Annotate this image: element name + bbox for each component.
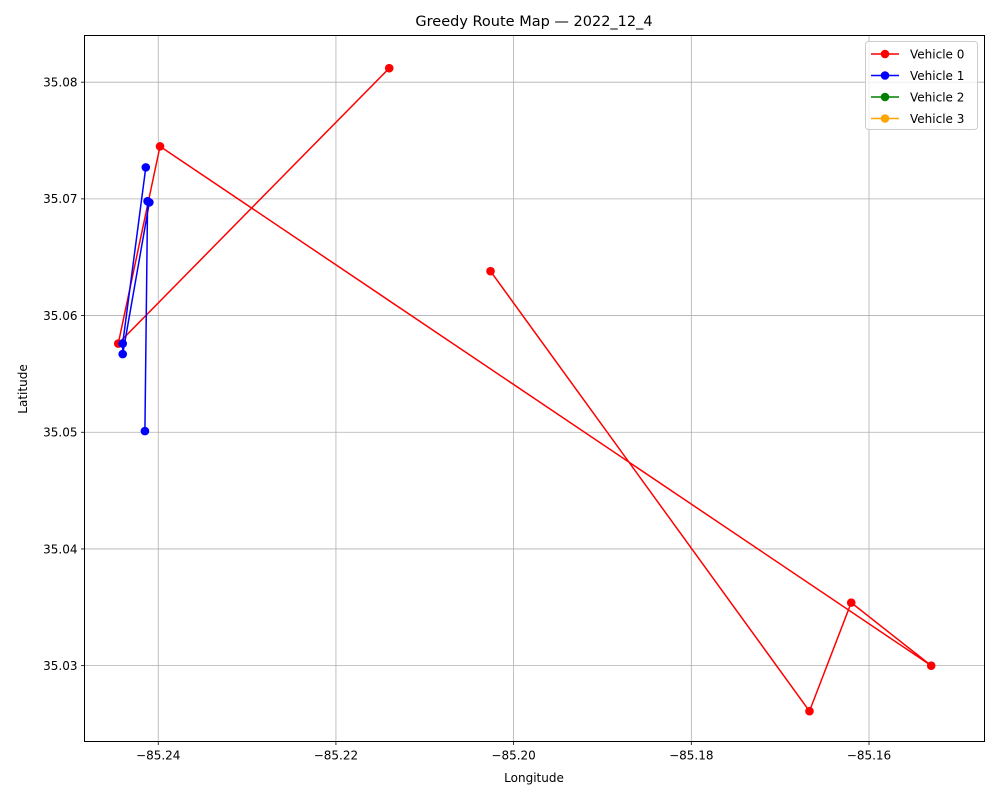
plot-frame xyxy=(84,35,985,742)
legend-item-vehicle-3: Vehicle 3 xyxy=(871,112,964,126)
y-tick-label: 35.04 xyxy=(43,542,77,556)
legend-label: Vehicle 2 xyxy=(910,90,964,104)
chart-title: Greedy Route Map — 2022_12_4 xyxy=(415,14,652,30)
vehicle-1-route-line xyxy=(121,167,151,432)
legend-box xyxy=(865,41,978,130)
legend-label: Vehicle 1 xyxy=(910,69,964,83)
y-axis-label: Latitude xyxy=(16,364,30,413)
vehicle-0-stop-point xyxy=(486,266,495,276)
vehicle-0-stop-point xyxy=(384,63,394,73)
vehicle-0-stop-point xyxy=(805,706,814,716)
x-tick-label: −85.18 xyxy=(669,749,713,763)
y-tick-label: 35.07 xyxy=(43,192,77,206)
legend-item-vehicle-2: Vehicle 2 xyxy=(871,90,964,104)
vehicle-1-stop-point xyxy=(145,198,154,207)
legend-swatch-marker xyxy=(880,92,890,102)
legend-item-vehicle-0: Vehicle 0 xyxy=(871,47,964,61)
tick-layer: −85.24 −85.22 −85.20 −85.18 −85.16 35.03 35.04… xyxy=(43,75,891,762)
legend-swatch-marker xyxy=(880,114,890,123)
x-axis-label: Longitude xyxy=(504,771,564,785)
vehicle-1-stop-point xyxy=(140,426,150,436)
legend-swatch-marker xyxy=(880,71,890,80)
series-layer xyxy=(113,63,936,716)
x-tick-label: −85.24 xyxy=(136,749,180,763)
x-tick-label: −85.16 xyxy=(847,749,891,763)
vehicle-1-stop-point xyxy=(118,339,128,348)
vehicle-1-stop-point xyxy=(141,163,151,172)
y-tick-label: 35.03 xyxy=(43,659,77,673)
y-tick-label: 35.05 xyxy=(43,426,77,440)
vehicle-0-stop-point xyxy=(155,142,165,151)
legend-label: Vehicle 3 xyxy=(910,112,964,126)
grid-layer xyxy=(84,35,985,742)
x-tick-label: −85.20 xyxy=(491,749,535,763)
vehicle-1-stop-point xyxy=(118,349,128,359)
legend-label: Vehicle 0 xyxy=(910,47,964,61)
y-tick-label: 35.08 xyxy=(43,75,77,89)
legend-item-vehicle-1: Vehicle 1 xyxy=(871,69,964,83)
legend: Vehicle 0 Vehicle 1 Vehicle 2 Vehicle 3 xyxy=(865,41,978,130)
x-tick-label: −85.22 xyxy=(314,749,358,763)
y-tick-label: 35.06 xyxy=(43,309,77,323)
vehicle-1-series xyxy=(118,163,154,436)
vehicle-0-stop-point xyxy=(846,598,856,607)
vehicle-0-series xyxy=(113,63,936,716)
vehicle-0-stop-point xyxy=(926,661,936,670)
legend-swatch-marker xyxy=(880,49,890,59)
vehicle-0-route-line xyxy=(117,67,932,712)
